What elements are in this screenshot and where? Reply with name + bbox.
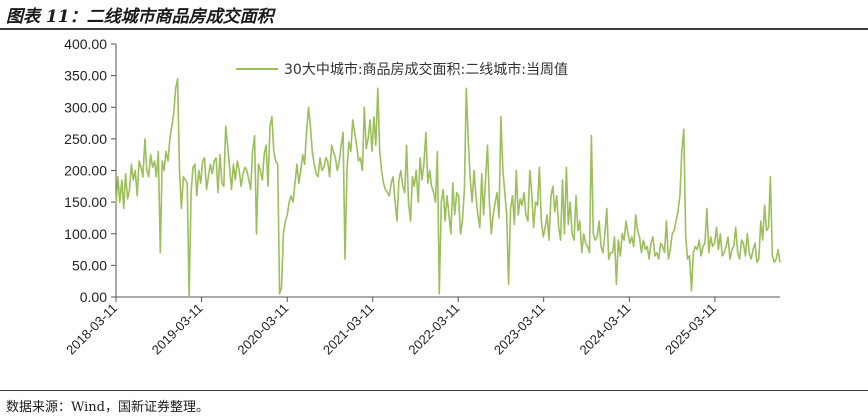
x-tick-label: 2018-03-11 [63,301,120,358]
source-note: 数据来源：Wind，国新证券整理。 [6,400,209,415]
x-tick-label: 2023-03-11 [491,301,548,358]
plot-area [115,78,781,298]
y-tick-label: 200.00 [64,163,107,179]
y-tick-label: 100.00 [64,226,107,242]
y-tick-label: 250.00 [64,131,107,147]
y-axis: 0.00 50.00 100.00 150.00 200.00 250.00 300.00 3… [64,36,117,305]
figure-title: 图表 11：二线城市商品房成交面积 [6,7,274,27]
x-tick-label: 2022-03-11 [405,301,462,358]
x-axis: 2018-03-11 2019-03-11 2020-03-11 2021-03-11… [63,296,780,358]
y-tick-label: 50.00 [72,257,107,273]
series-line [115,78,781,298]
y-tick-label: 300.00 [64,99,107,115]
x-tick-label: 2020-03-11 [234,301,291,358]
x-tick-label: 2024-03-11 [577,301,634,358]
legend-label: 30大中城市:商品房成交面积:二线城市:当周值 [284,61,568,78]
x-tick-label: 2025-03-11 [662,301,719,358]
y-tick-label: 150.00 [64,194,107,210]
y-tick-label: 350.00 [64,68,107,84]
x-tick-label: 2019-03-11 [149,301,206,358]
legend: 30大中城市:商品房成交面积:二线城市:当周值 [236,61,568,78]
top-rule [0,28,868,30]
y-tick-label: 0.00 [80,289,107,305]
y-tick-label: 400.00 [64,36,107,52]
bottom-rule [0,390,868,391]
x-tick-label: 2021-03-11 [320,301,377,358]
